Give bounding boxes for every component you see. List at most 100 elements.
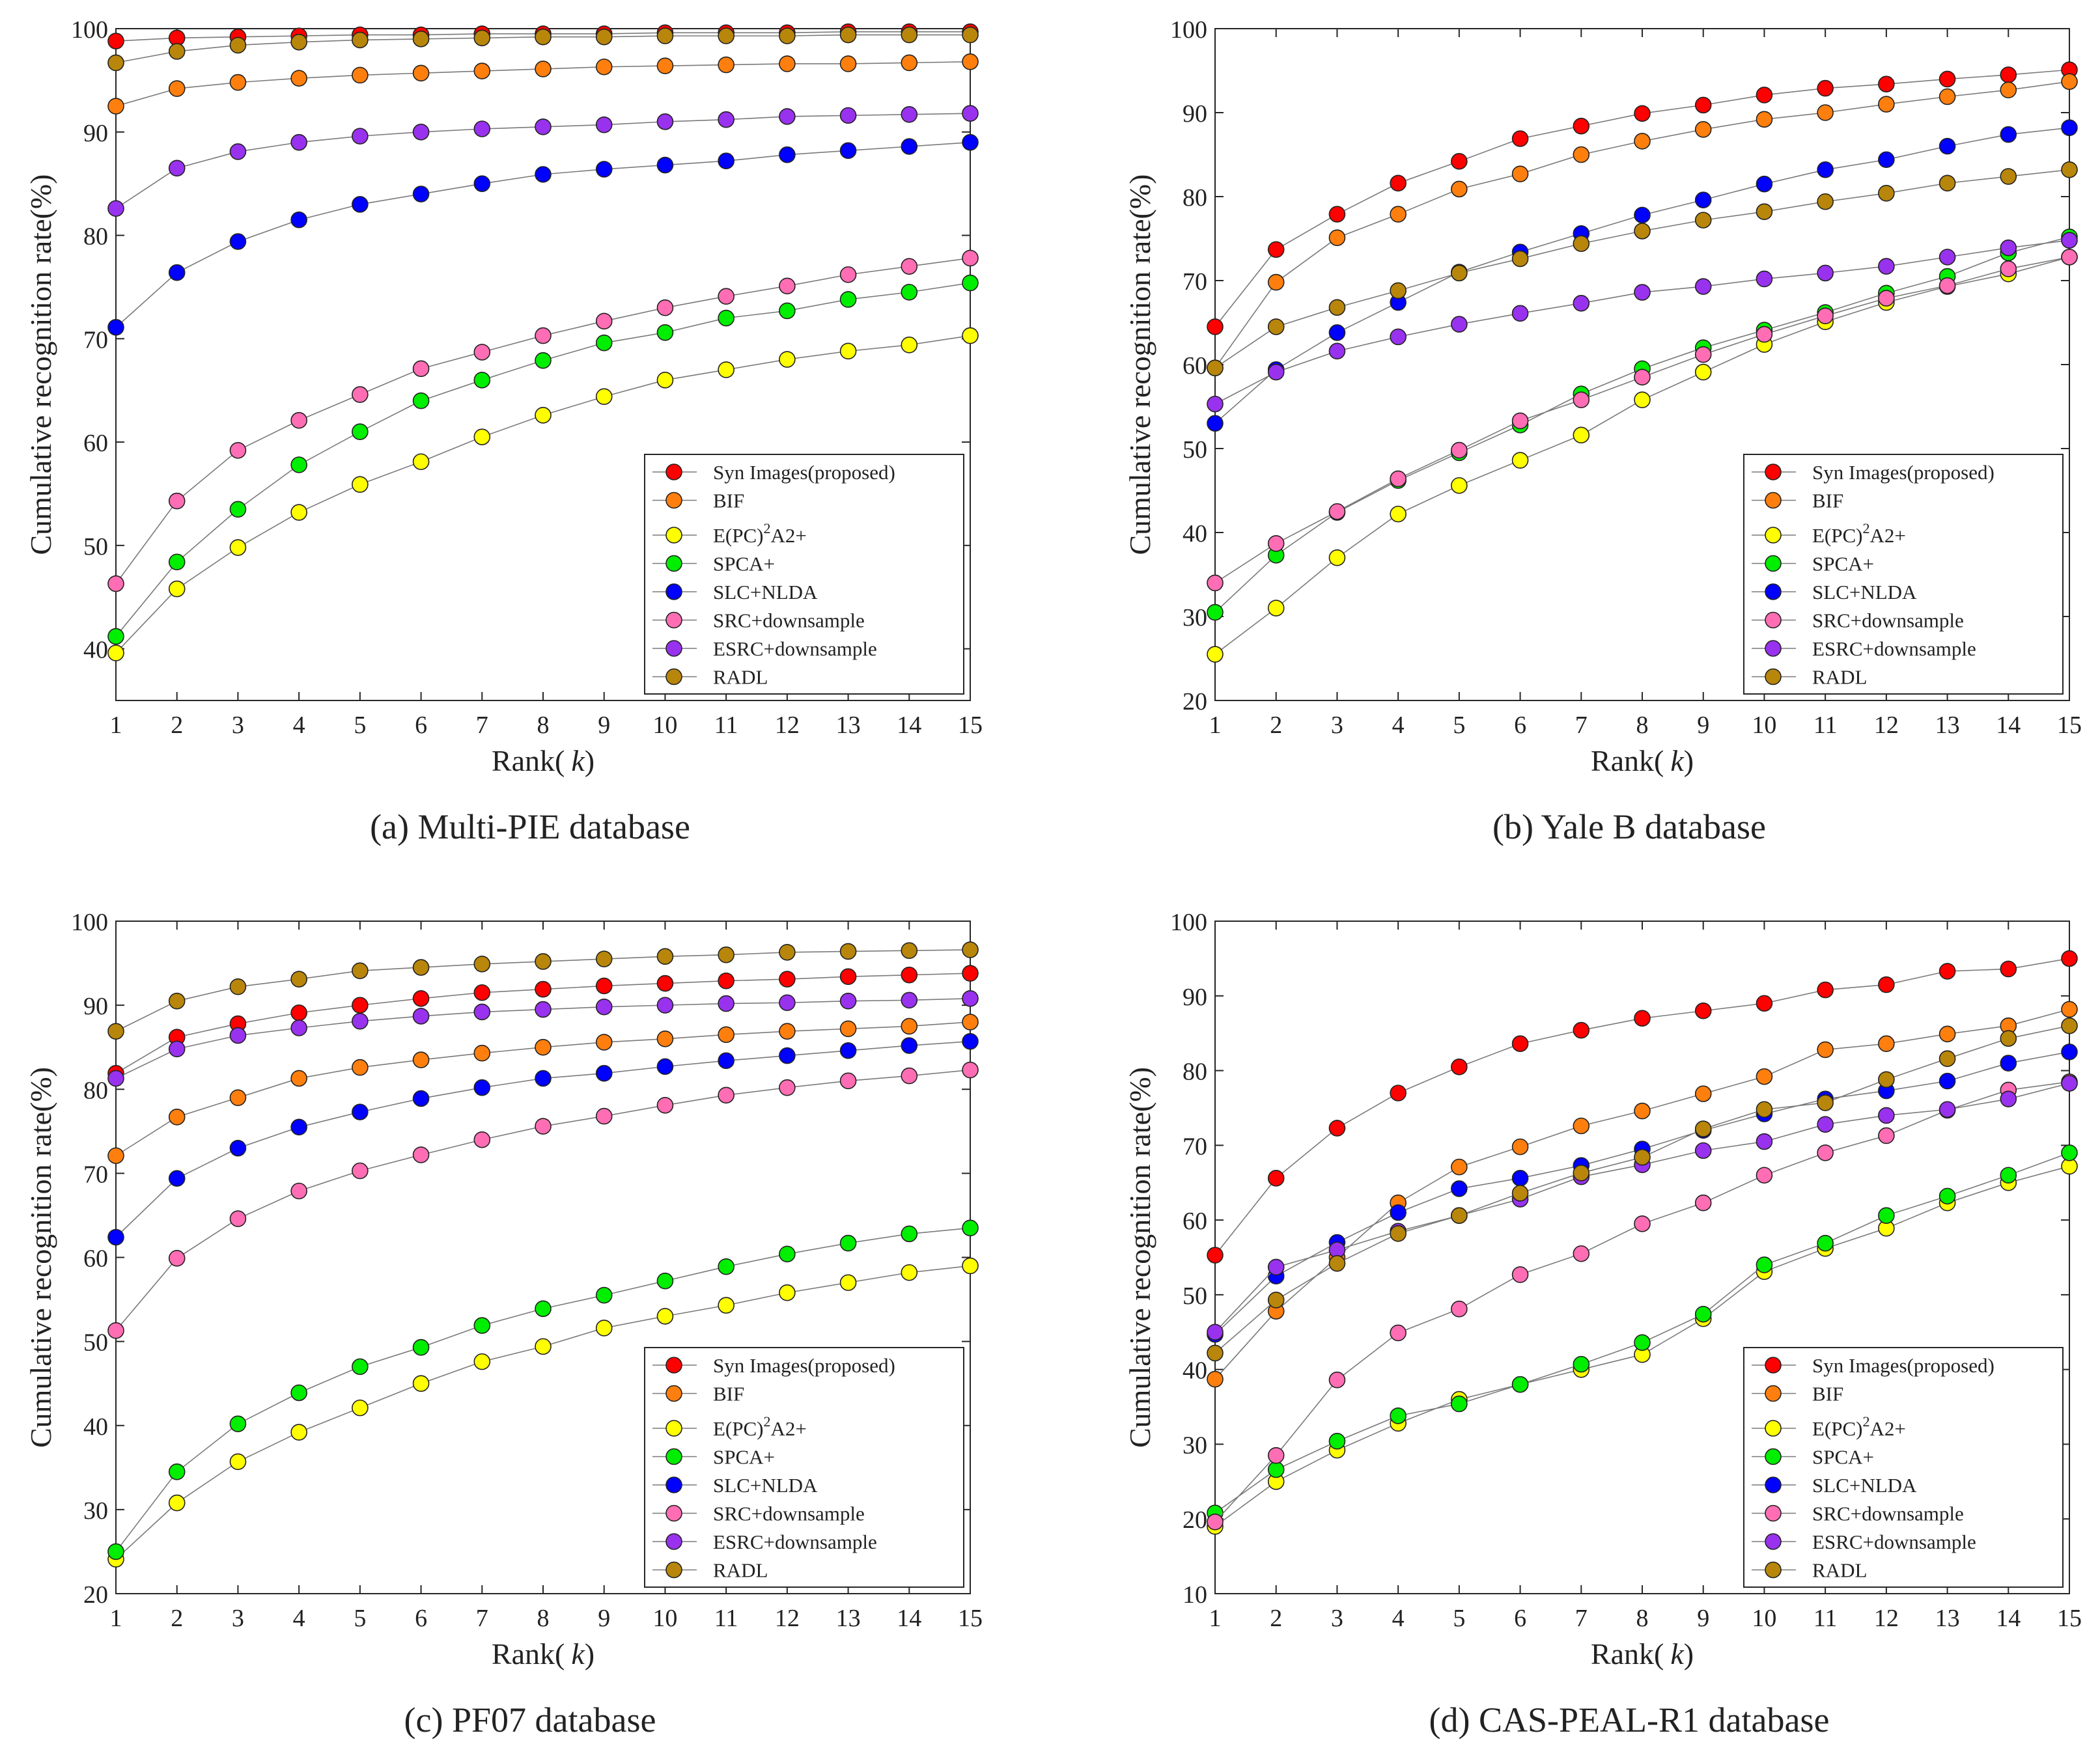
legend-label-part: A2+ <box>771 1417 807 1440</box>
data-point <box>1756 995 1773 1012</box>
data-point <box>1328 549 1346 566</box>
data-point <box>1207 1514 1224 1530</box>
x-tick-label: 3 <box>1331 1605 1343 1632</box>
data-point <box>535 28 552 46</box>
data-point <box>352 423 369 441</box>
legend-item: SRC+downsample <box>652 1503 865 1525</box>
legend-item: ESRC+downsample <box>652 637 877 660</box>
legend-label-text: SRC+downsample <box>713 609 865 632</box>
data-point <box>718 111 735 128</box>
legend-marker <box>665 668 682 686</box>
data-point <box>839 943 857 960</box>
data-point <box>1694 191 1712 208</box>
data-point <box>1267 1447 1285 1464</box>
data-point <box>412 1008 430 1025</box>
data-point <box>901 1037 918 1054</box>
data-point <box>1390 505 1407 523</box>
y-tick-label: 100 <box>71 16 108 44</box>
legend-label-superscript: 2 <box>1863 1413 1870 1430</box>
y-axis-label: Cumulative recognition rate(%) <box>24 174 57 555</box>
data-point <box>718 1087 735 1104</box>
data-point <box>107 628 124 645</box>
y-tick-label: 50 <box>83 1329 108 1357</box>
legend-label: E(PC)2A2+ <box>713 1413 807 1440</box>
series-7 <box>107 990 979 1087</box>
data-point <box>1451 316 1468 333</box>
y-tick-label: 40 <box>1183 520 1207 547</box>
x-tick-label: 15 <box>2057 1605 2082 1632</box>
data-point <box>168 992 186 1010</box>
data-point <box>290 1118 307 1136</box>
data-point <box>1573 1117 1590 1135</box>
data-point <box>1207 395 1224 413</box>
data-point <box>290 1424 307 1441</box>
data-point <box>901 26 918 44</box>
data-point <box>1573 235 1590 253</box>
legend-label: BIF <box>1812 1383 1843 1406</box>
data-point <box>290 1182 307 1200</box>
legend-item: E(PC)2A2+ <box>652 520 807 547</box>
data-point <box>1694 1142 1712 1159</box>
legend-label: ESRC+downsample <box>1812 637 1976 660</box>
y-tick-label: 70 <box>83 326 108 353</box>
data-point <box>412 64 430 82</box>
data-point <box>2061 1044 2078 1060</box>
data-point <box>412 990 430 1007</box>
data-point <box>1634 1148 1651 1166</box>
data-point <box>535 406 552 424</box>
legend-item: BIF <box>652 1383 744 1406</box>
legend-item: SLC+NLDA <box>652 1474 818 1497</box>
x-tick-label: 7 <box>1575 1605 1588 1632</box>
data-point <box>168 1170 186 1187</box>
data-point <box>779 1284 796 1301</box>
data-point <box>2000 260 2017 277</box>
legend-item: ESRC+downsample <box>652 1530 877 1553</box>
data-point <box>412 1375 430 1392</box>
data-point <box>901 1264 918 1281</box>
data-point <box>1939 1101 1956 1118</box>
data-point <box>1267 600 1285 616</box>
data-point <box>1817 1116 1834 1133</box>
legend-label-text: SPCA+ <box>1812 1446 1874 1469</box>
x-tick-label: 5 <box>1453 712 1465 739</box>
legend-item: E(PC)2A2+ <box>1752 1413 1906 1440</box>
legend-item: BIF <box>652 490 744 512</box>
legend-marker <box>665 555 682 572</box>
data-point <box>1267 318 1285 335</box>
data-point <box>1878 76 1895 92</box>
legend-label-text: Syn Images(proposed) <box>713 1354 895 1377</box>
x-tick-label: 6 <box>1514 712 1526 739</box>
legend-label-part: E(PC) <box>713 524 764 547</box>
data-point <box>1878 976 1895 993</box>
data-point <box>107 54 124 72</box>
data-point <box>412 360 430 378</box>
data-point <box>1328 1371 1346 1389</box>
legend-label-text: RADL <box>713 1559 768 1582</box>
data-point <box>839 26 857 44</box>
data-point <box>535 1038 552 1056</box>
legend-label-text: SPCA+ <box>713 553 775 575</box>
legend-label: E(PC)2A2+ <box>713 520 807 547</box>
y-tick-label: 100 <box>1170 909 1207 936</box>
x-axis-label: Rank(k) <box>492 744 595 777</box>
data-point <box>1511 1376 1529 1393</box>
data-point <box>1756 87 1773 104</box>
legend-marker <box>1765 464 1782 480</box>
data-point <box>1939 137 1956 155</box>
legend-marker <box>1765 527 1782 544</box>
data-point <box>168 1494 186 1512</box>
data-point <box>1939 249 1956 266</box>
legend-item: SRC+downsample <box>1752 1503 1964 1525</box>
x-tick-label: 13 <box>836 1605 861 1632</box>
data-point <box>229 36 247 54</box>
legend-label: RADL <box>713 666 768 689</box>
x-tick-label: 1 <box>1209 1605 1222 1632</box>
legend-marker <box>1765 1476 1782 1493</box>
data-point <box>718 995 735 1012</box>
data-point <box>1511 1035 1529 1053</box>
data-point <box>1694 346 1712 363</box>
legend-item: SLC+NLDA <box>652 581 818 603</box>
legend-item: E(PC)2A2+ <box>1752 520 1906 547</box>
data-point <box>290 33 307 51</box>
